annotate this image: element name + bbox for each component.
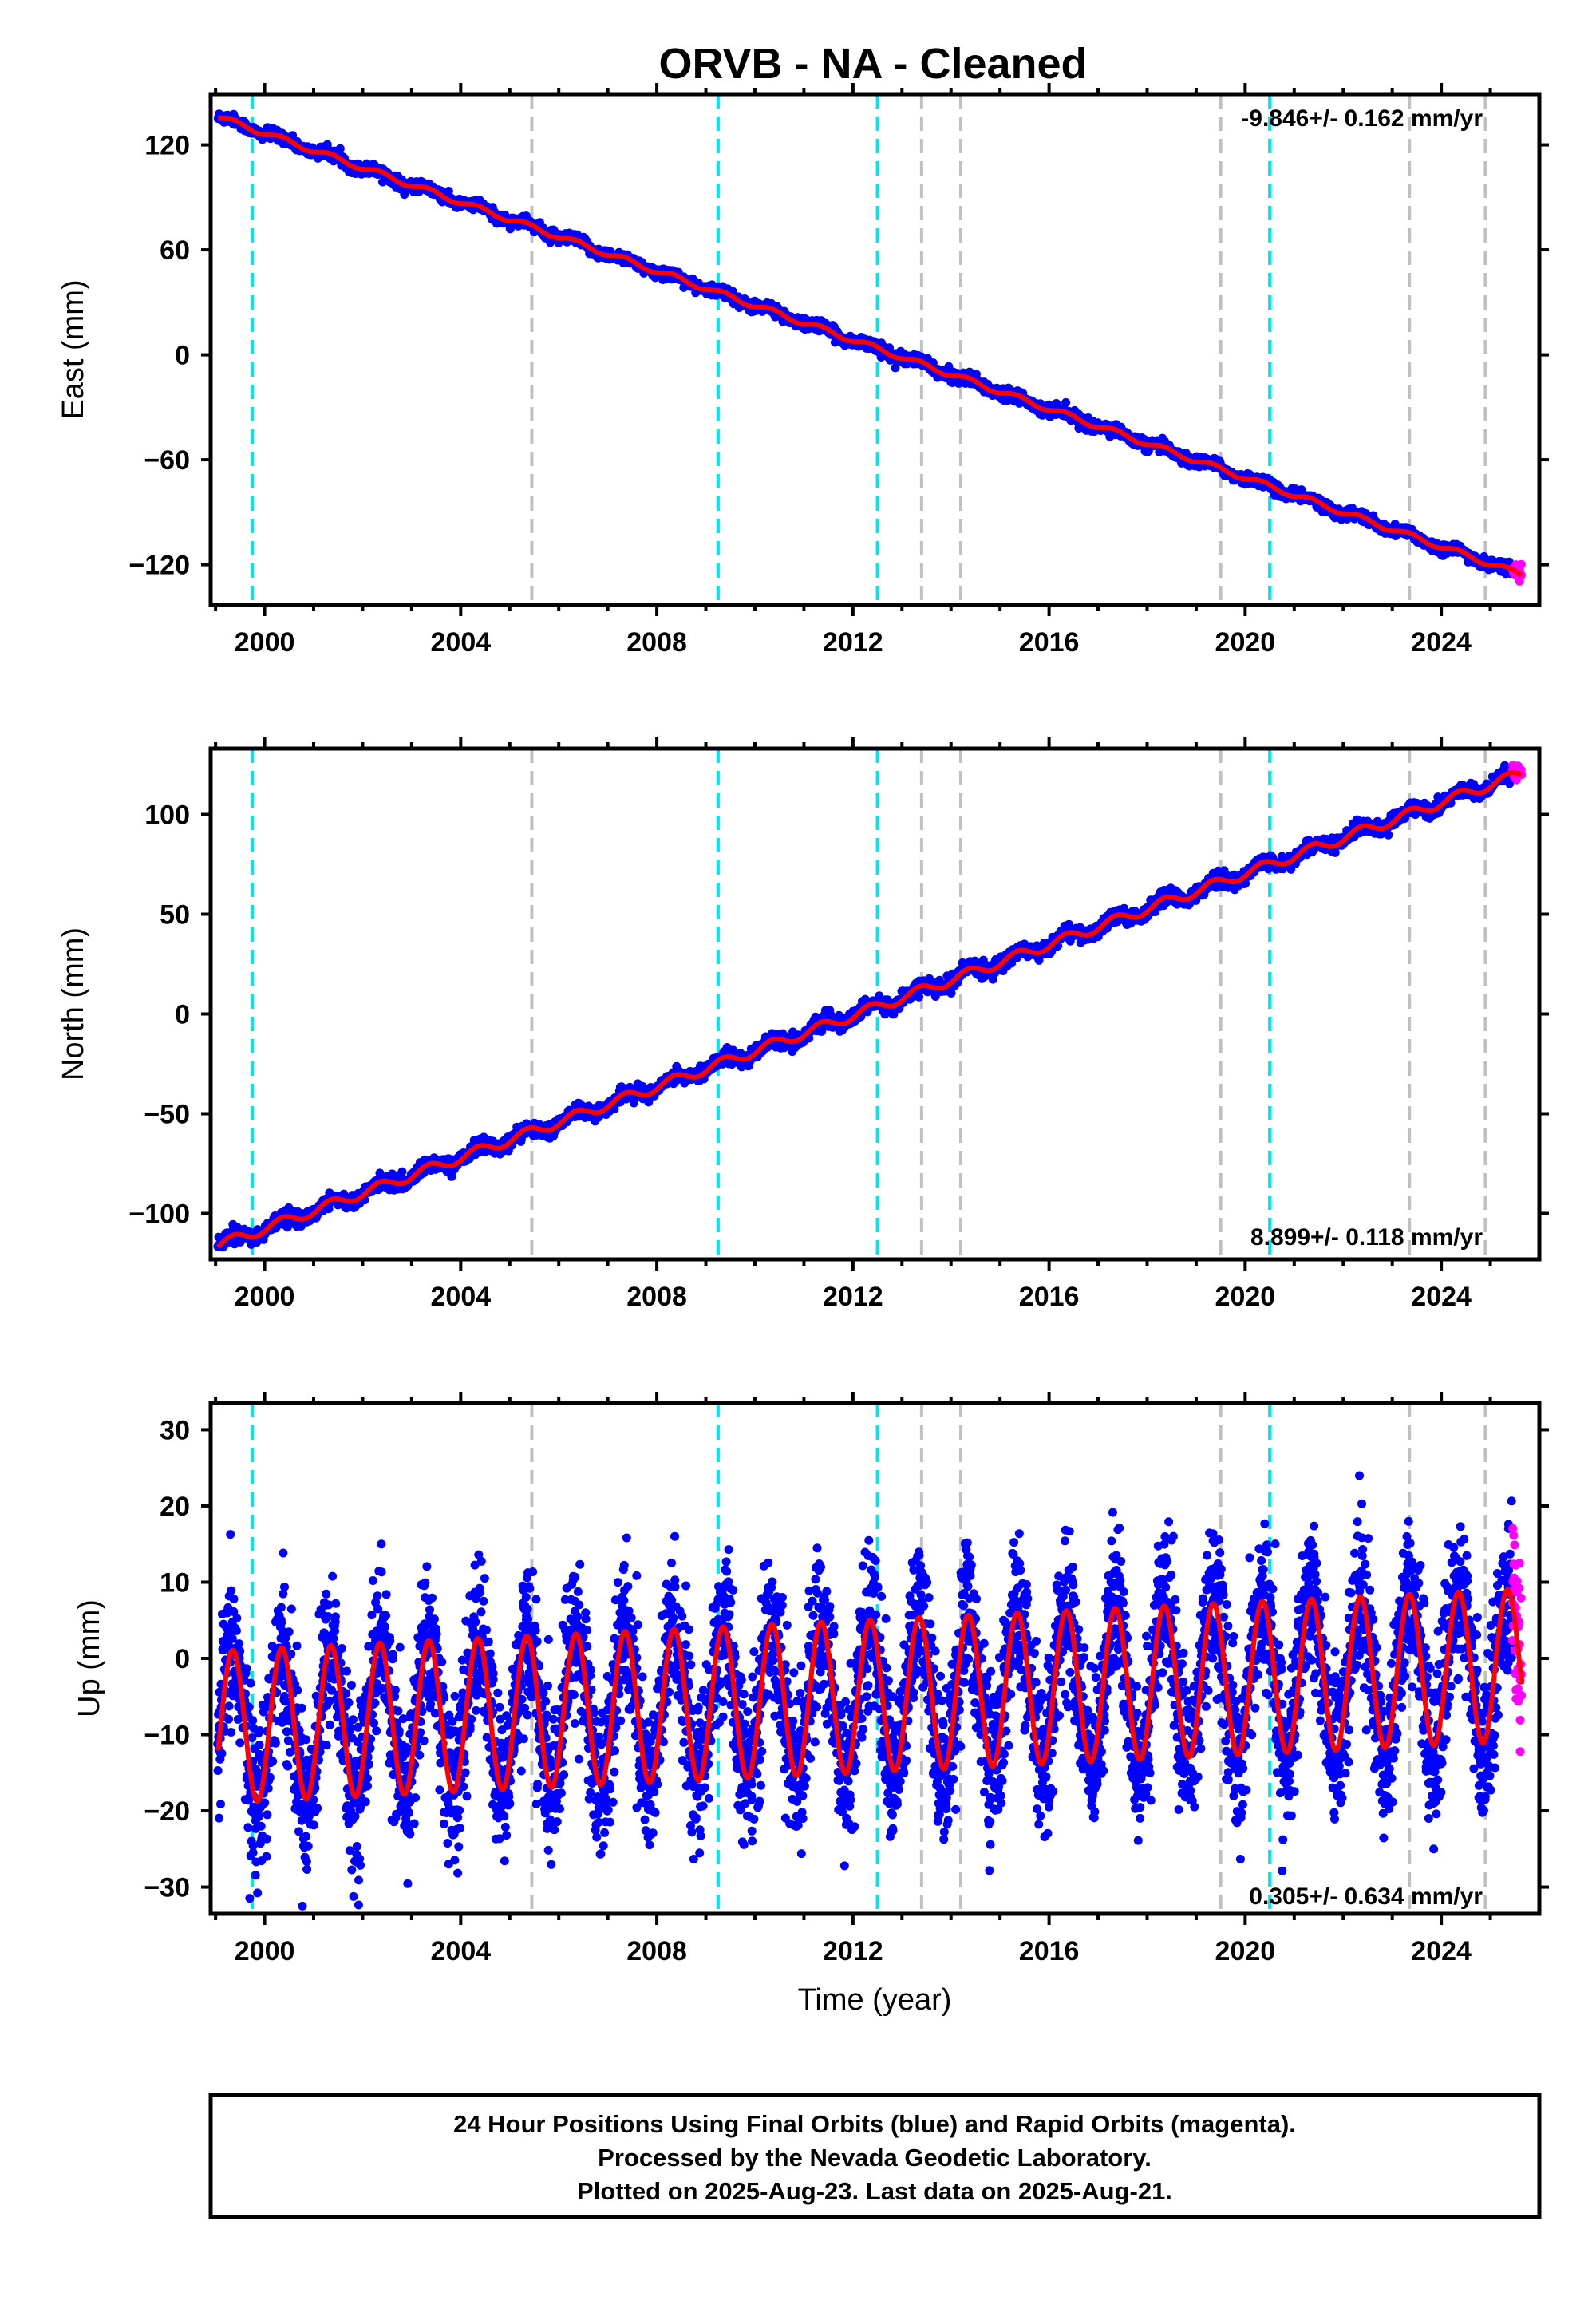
east-y-axis-label: East (mm) bbox=[57, 279, 90, 419]
east-panel: 120 60 0 −60 −120 2000 2004 2008 2012 2016 2020 202… bbox=[57, 83, 1549, 658]
figure-title: ORVB - NA - Cleaned bbox=[658, 40, 1087, 88]
east-final-point bbox=[444, 187, 453, 196]
east-ytick-label: 0 bbox=[175, 341, 190, 371]
east-final-point bbox=[1061, 397, 1071, 407]
east-xtick-label: 2020 bbox=[1215, 627, 1276, 658]
east-ytick-label: 120 bbox=[144, 131, 190, 161]
east-xtick-label: 2000 bbox=[235, 627, 295, 658]
east-rate-label: -9.846+/- 0.162 mm/yr bbox=[1241, 105, 1483, 132]
east-final-point bbox=[335, 144, 345, 153]
east-xtick-label: 2008 bbox=[626, 627, 687, 658]
east-rapid-point bbox=[1516, 559, 1526, 569]
east-final-point bbox=[288, 131, 298, 140]
east-event-lines bbox=[251, 94, 1487, 605]
east-ytick-label: −60 bbox=[144, 445, 190, 476]
east-xtick-label: 2024 bbox=[1411, 627, 1472, 658]
east-xtick-label: 2004 bbox=[431, 627, 492, 658]
east-xtick-label: 2012 bbox=[823, 627, 883, 658]
east-xtick-label: 2016 bbox=[1019, 627, 1080, 658]
east-ytick-label: 60 bbox=[160, 235, 190, 266]
east-ytick-label: −120 bbox=[128, 551, 190, 581]
north-final-point bbox=[397, 1167, 407, 1176]
